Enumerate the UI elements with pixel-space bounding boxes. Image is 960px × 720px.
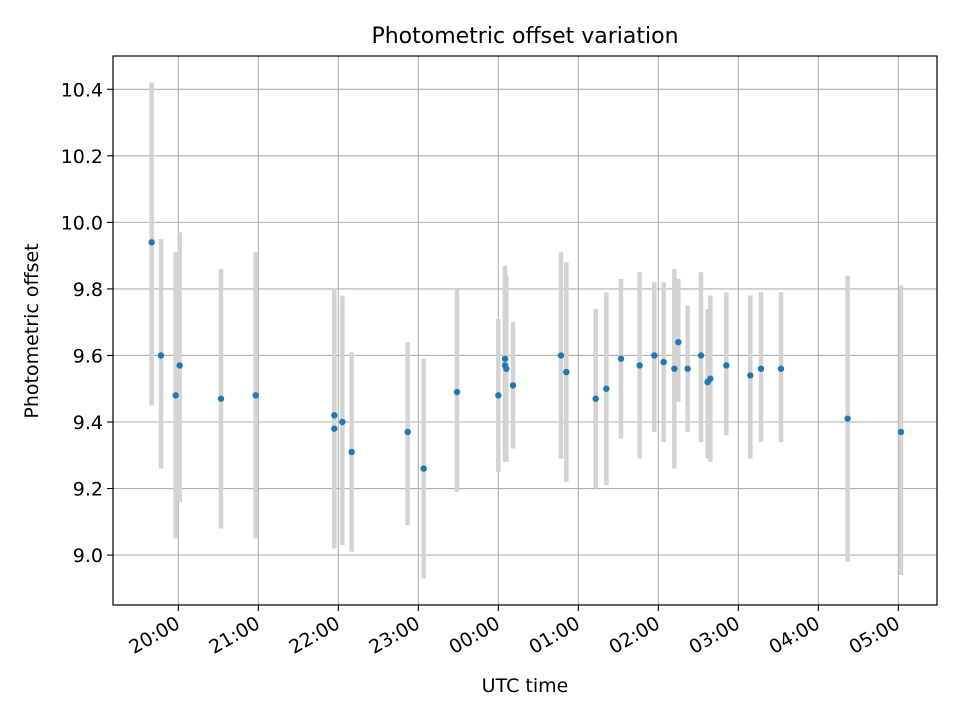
data-point xyxy=(651,352,658,359)
data-point xyxy=(252,392,259,399)
data-point xyxy=(757,365,765,372)
data-point xyxy=(684,365,691,372)
y-tick-label: 10.0 xyxy=(61,212,103,234)
chart-title: Photometric offset variation xyxy=(371,24,678,49)
data-point xyxy=(675,338,682,346)
data-point xyxy=(660,358,667,366)
data-point xyxy=(636,362,643,369)
data-point xyxy=(844,415,851,422)
data-point xyxy=(557,352,565,359)
grid xyxy=(113,56,937,605)
data-point xyxy=(331,412,338,419)
data-point xyxy=(723,362,730,369)
data-point xyxy=(671,365,678,372)
y-tick-label: 9.4 xyxy=(73,412,103,434)
data-point xyxy=(697,352,705,359)
y-tick-label: 10.4 xyxy=(61,79,103,101)
data-point xyxy=(339,418,346,426)
data-point xyxy=(148,239,155,246)
y-tick-label: 9.6 xyxy=(73,345,103,367)
data-point xyxy=(172,392,179,399)
data-point xyxy=(563,368,570,376)
data-point xyxy=(503,365,510,372)
y-tick-label: 10.2 xyxy=(61,146,103,168)
data-point xyxy=(897,428,905,436)
data-point xyxy=(592,395,599,402)
data-points xyxy=(148,239,905,472)
data-point xyxy=(331,425,338,432)
x-axis-label: UTC time xyxy=(482,675,569,697)
data-point xyxy=(509,382,517,389)
plot-frame xyxy=(112,55,938,606)
data-point xyxy=(176,362,183,369)
y-tick-label: 9.8 xyxy=(73,279,103,301)
data-point xyxy=(747,372,754,379)
y-axis-ticks: 9.0 9.2 9.4 9.6 9.8 10.0 10.2 10.4 xyxy=(61,79,113,567)
y-axis-label: Photometric offset xyxy=(21,243,43,418)
data-point xyxy=(420,465,427,472)
data-point xyxy=(157,352,165,359)
data-point xyxy=(501,355,509,362)
data-point xyxy=(495,392,502,399)
y-tick-label: 9.0 xyxy=(73,545,103,567)
data-point xyxy=(404,428,411,436)
data-point xyxy=(777,365,785,372)
data-point xyxy=(617,355,625,362)
data-point xyxy=(707,375,714,382)
data-point xyxy=(603,385,610,392)
y-tick-label: 9.2 xyxy=(73,479,103,501)
data-point xyxy=(453,388,461,396)
data-point xyxy=(348,448,355,456)
data-point xyxy=(217,395,225,402)
